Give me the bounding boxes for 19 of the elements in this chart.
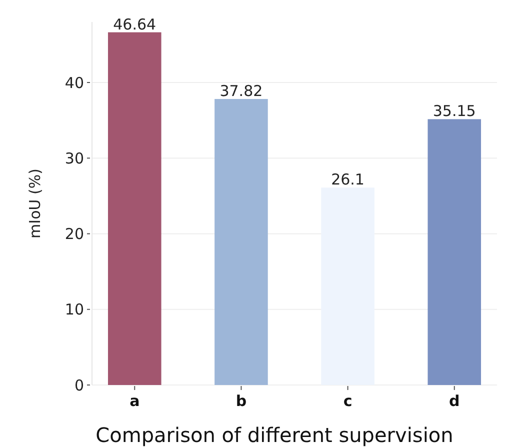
y-tick-label: 20	[64, 225, 84, 243]
data-label: 35.15	[432, 102, 476, 120]
x-tick-label: c	[343, 392, 352, 410]
x-tick-label: d	[448, 392, 460, 410]
bar	[108, 32, 162, 385]
y-tick-label: 0	[74, 376, 84, 394]
y-axis-title: mIoU (%)	[26, 168, 44, 238]
data-label: 26.1	[331, 170, 364, 189]
x-axis-title: Comparison of different supervision	[96, 423, 454, 447]
bar	[428, 119, 482, 385]
y-tick-label: 40	[64, 74, 84, 92]
data-label: 37.82	[220, 82, 263, 100]
x-tick-label: a	[130, 392, 140, 410]
data-label: 46.64	[113, 15, 156, 34]
bar	[321, 188, 374, 385]
y-tick-label: 10	[64, 300, 84, 319]
bar	[214, 98, 268, 385]
y-tick-label: 30	[64, 149, 84, 168]
x-tick-label: b	[236, 392, 247, 410]
